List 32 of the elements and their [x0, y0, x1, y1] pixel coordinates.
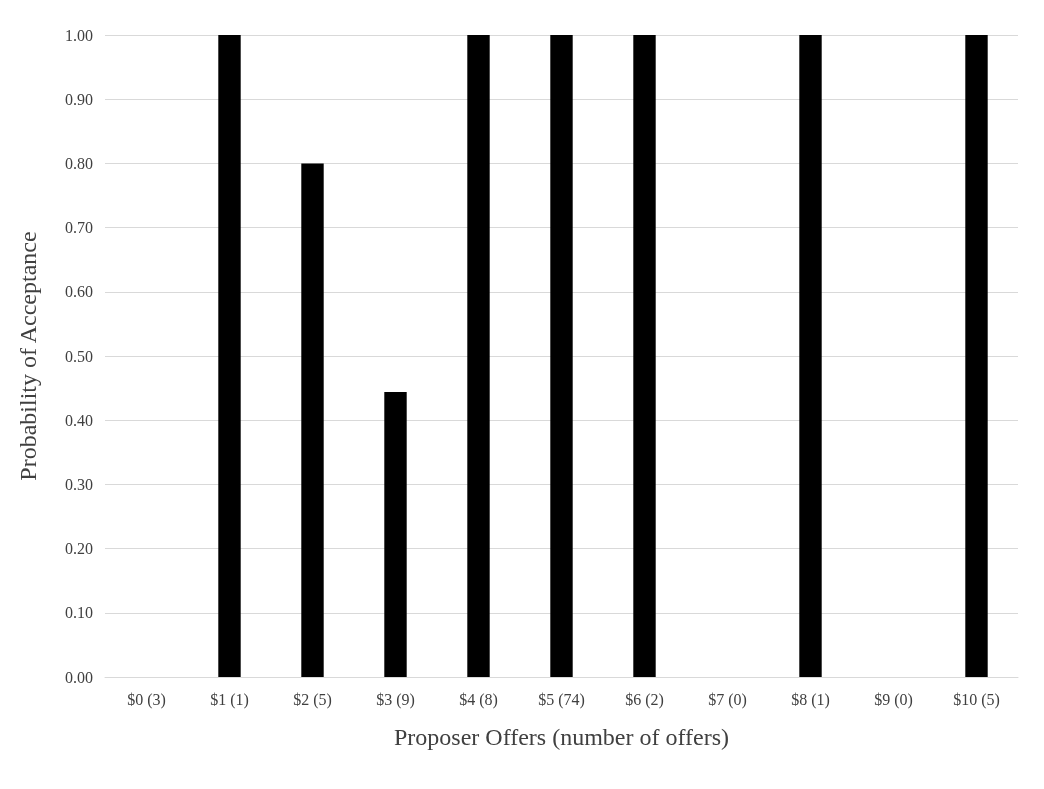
y-tick-label: 0.70: [65, 219, 93, 237]
y-tick-label: 0.30: [65, 475, 93, 493]
y-tick-label: 0.60: [65, 283, 93, 301]
bar: [467, 35, 490, 677]
y-tick-label: 0.90: [65, 90, 93, 108]
y-tick-label: 0.20: [65, 540, 93, 558]
x-tick-label: $1 (1): [210, 690, 249, 709]
x-tick-label: $2 (5): [293, 690, 332, 709]
x-tick-label: $6 (2): [625, 690, 664, 709]
y-tick-label: 0.40: [65, 411, 93, 429]
bar: [384, 391, 407, 677]
bar: [550, 35, 573, 677]
y-tick-label: 1.00: [65, 26, 93, 44]
x-tick-label: $3 (9): [376, 690, 415, 709]
x-tick-label: $7 (0): [708, 690, 747, 709]
bar: [633, 35, 656, 677]
x-tick-label: $4 (8): [459, 690, 498, 709]
bar: [799, 35, 822, 677]
x-tick-label: $9 (0): [874, 690, 913, 709]
y-tick-label: 0.10: [65, 604, 93, 622]
x-tick-label: $8 (1): [791, 690, 830, 709]
y-tick-label: 0.80: [65, 154, 93, 172]
bar: [218, 35, 241, 677]
y-tick-label: 0.00: [65, 668, 93, 686]
x-tick-label: $5 (74): [538, 690, 585, 709]
x-tick-label: $10 (5): [953, 690, 1000, 709]
y-axis-title: Probability of Acceptance: [15, 231, 41, 481]
x-axis-title: Proposer Offers (number of offers): [393, 724, 730, 750]
x-tick-label: $0 (3): [127, 690, 166, 709]
y-tick-label: 0.50: [65, 347, 93, 365]
bar: [301, 163, 324, 677]
bar: [965, 35, 988, 677]
